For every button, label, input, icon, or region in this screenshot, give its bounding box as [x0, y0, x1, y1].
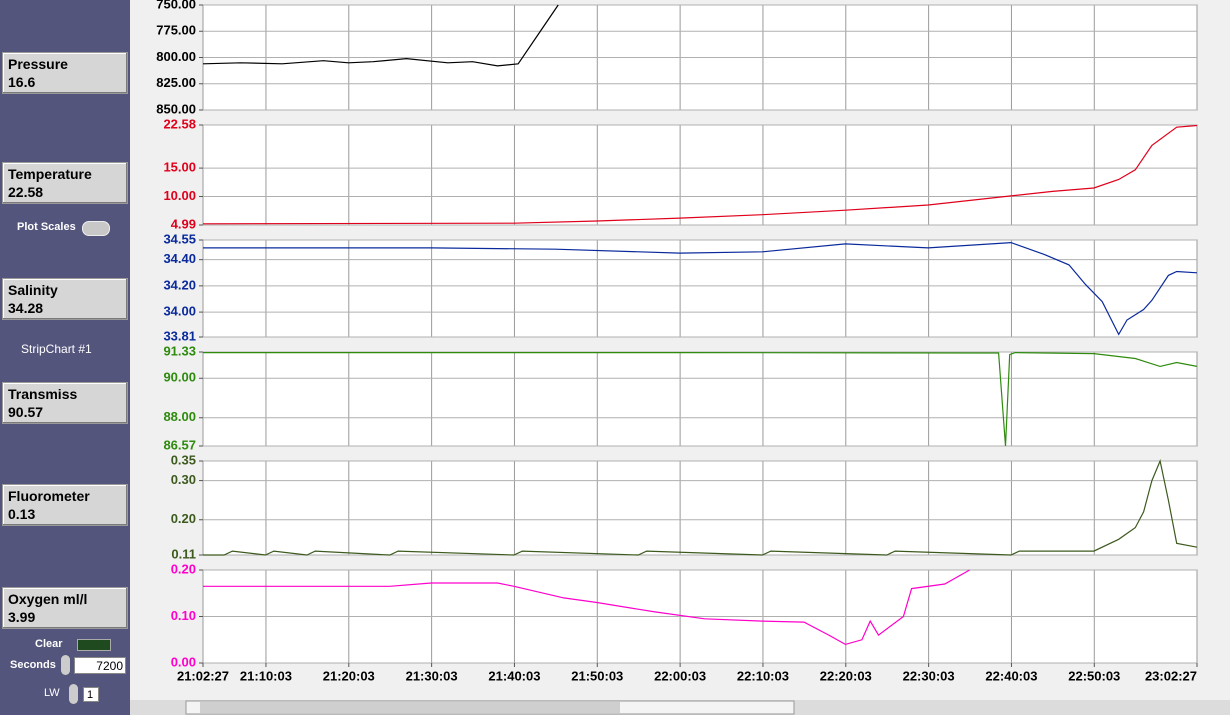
lw-spinner[interactable] — [69, 684, 78, 704]
x-tick-label: 22:20:03 — [820, 668, 872, 683]
y-tick-label: 775.00 — [156, 23, 196, 38]
y-tick-label: 0.35 — [171, 452, 196, 467]
y-tick-label: 750.00 — [156, 0, 196, 11]
data-line — [202, 4, 559, 67]
readout: Fluorometer 0.13 — [2, 484, 128, 526]
x-tick-label: 21:10:03 — [240, 668, 292, 683]
seconds-label: Seconds — [10, 659, 56, 671]
seconds-spinner[interactable] — [61, 655, 70, 675]
readout-label: Temperature — [8, 166, 92, 182]
data-line — [203, 351, 1198, 447]
readout: Transmiss 90.57 — [2, 382, 128, 424]
clear-led[interactable] — [77, 639, 111, 651]
y-tick-label: 34.40 — [163, 251, 196, 266]
readout-label: Pressure — [8, 56, 68, 72]
readout-label: Oxygen ml/l — [8, 591, 88, 607]
y-tick-label: 15.00 — [163, 160, 196, 175]
readout: Temperature 22.58 — [2, 162, 128, 204]
x-tick-label: 21:30:03 — [406, 668, 458, 683]
readout-label: Fluorometer — [8, 488, 90, 504]
data-line — [203, 241, 1198, 336]
readout: Oxygen ml/l 3.99 — [2, 587, 128, 629]
y-tick-label: 0.11 — [171, 546, 196, 561]
readout: Salinity 34.28 — [2, 278, 128, 320]
y-tick-label: 34.20 — [163, 277, 196, 292]
y-tick-label: 0.10 — [171, 608, 196, 623]
x-tick-label: 22:10:03 — [737, 668, 789, 683]
y-tick-label: 0.20 — [171, 561, 196, 576]
data-line — [203, 569, 970, 646]
y-tick-label: 4.99 — [171, 216, 196, 231]
readout: Pressure 16.6 — [2, 52, 128, 94]
x-tick-label: 21:40:03 — [488, 668, 540, 683]
y-tick-label: 0.20 — [171, 511, 196, 526]
scrollbar-thumb[interactable] — [200, 702, 620, 713]
plot-area — [202, 460, 1198, 556]
readout-value: 34.28 — [8, 300, 44, 316]
readout-label: Transmiss — [8, 386, 78, 402]
x-tick-label: 22:30:03 — [903, 668, 955, 683]
y-tick-label: 22.58 — [163, 116, 196, 131]
readout-value: 3.99 — [8, 609, 36, 625]
y-tick-label: 0.30 — [171, 472, 196, 487]
plot-area — [202, 124, 1198, 226]
y-tick-label: 88.00 — [163, 409, 196, 424]
y-tick-label: 34.55 — [163, 231, 196, 246]
stripchart-label: StripChart #1 — [21, 342, 92, 356]
plot-scales-label: Plot Scales — [17, 221, 76, 233]
readout-value: 0.13 — [8, 506, 36, 522]
plot-area — [202, 351, 1198, 447]
seconds-input[interactable]: 7200 — [74, 657, 126, 674]
y-tick-label: 850.00 — [156, 101, 196, 116]
x-tick-label: 22:00:03 — [654, 668, 706, 683]
lw-label: LW — [44, 687, 60, 699]
x-tick-label: 23:02:27 — [1145, 668, 1197, 683]
y-tick-label: 33.81 — [163, 328, 196, 343]
x-tick-label: 22:40:03 — [985, 668, 1037, 683]
x-tick-label: 22:50:03 — [1068, 668, 1120, 683]
readout-label: Salinity — [8, 282, 58, 298]
y-tick-label: 0.00 — [171, 654, 196, 669]
y-tick-label: 86.57 — [163, 437, 196, 452]
data-line — [202, 124, 1198, 225]
lw-input[interactable]: 1 — [83, 687, 99, 702]
readout-value: 90.57 — [8, 404, 44, 420]
y-tick-label: 800.00 — [156, 49, 196, 64]
clear-label: Clear — [35, 638, 63, 650]
y-tick-label: 34.00 — [163, 304, 196, 319]
x-tick-label: 21:02:27 — [177, 668, 229, 683]
plot-scales-toggle[interactable] — [82, 221, 110, 236]
x-tick-label: 21:20:03 — [323, 668, 375, 683]
y-tick-label: 91.33 — [163, 343, 196, 358]
readout-value: 16.6 — [8, 74, 36, 90]
y-tick-label: 90.00 — [163, 370, 196, 385]
plot-area — [202, 239, 1198, 338]
x-tick-label: 21:50:03 — [571, 668, 623, 683]
data-line — [203, 458, 1198, 556]
side-panel: Pressure 16.6 Temperature 22.58 Plot Scale… — [0, 0, 130, 715]
readout-value: 22.58 — [8, 184, 44, 200]
y-tick-label: 825.00 — [156, 75, 196, 90]
y-tick-label: 10.00 — [163, 188, 196, 203]
